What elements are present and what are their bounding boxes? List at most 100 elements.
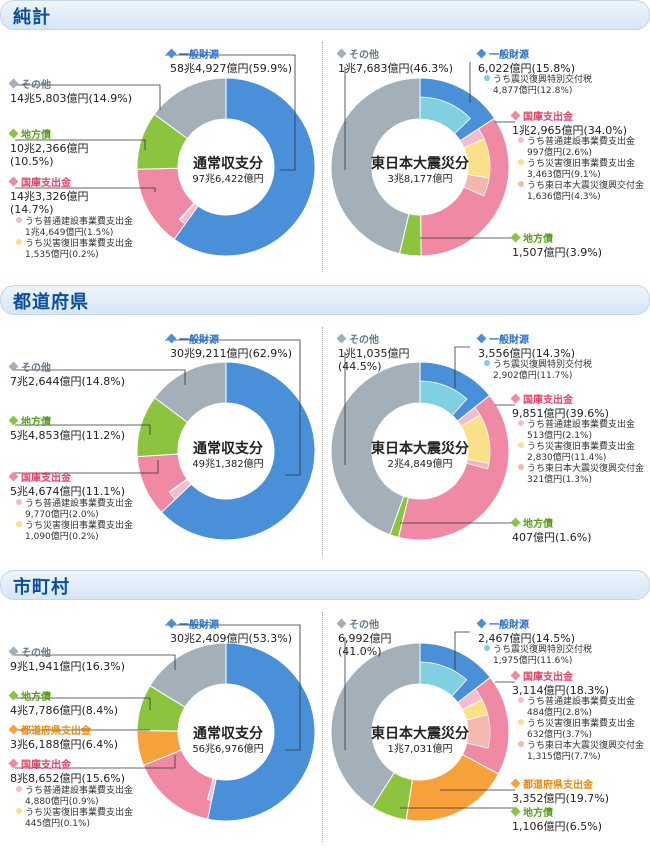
value-label: 1兆2,965億円(34.0%) xyxy=(512,124,628,137)
donut-center-label: 東日本大震災分 2兆4,849億円 xyxy=(365,440,475,471)
donut-slice xyxy=(160,361,316,541)
cat-label: 国庫支出金 xyxy=(21,178,71,189)
sub-value: 445億円(0.1%) xyxy=(25,819,91,829)
label-sonota-e: その他 1兆7,683億円(46.3%) xyxy=(336,48,453,75)
donut-slice xyxy=(153,361,227,424)
section-todofuken: 都道府県 一般財源 30兆9,211億円(62.9%) その他 7兆2,644億円(… xyxy=(0,285,650,568)
donut-slice xyxy=(330,361,421,536)
chart-svg xyxy=(15,339,515,541)
donut-sub-slice xyxy=(206,777,214,801)
label-ippan: 一般財源 30兆9,211億円(62.9%) xyxy=(166,333,292,360)
label-sonota: その他 9兆1,941億円(16.3%) xyxy=(8,646,125,673)
donut-slice xyxy=(330,642,421,808)
cat-label: 一般財源 xyxy=(489,335,529,346)
label-kokko-e: 国庫支出金 9,851億円(39.6%) うち普通建設事業費支出金 513億円(2.… xyxy=(510,393,644,486)
donut-chart-disaster xyxy=(330,361,510,541)
label-chihosai: 地方債 10兆2,366億円 (10.5%) xyxy=(8,128,89,168)
value-label: 9,851億円(39.6%) xyxy=(512,407,610,420)
chart-svg xyxy=(15,624,515,822)
section-title: 純計 xyxy=(13,7,51,28)
sub-value: 4,880億円(0.9%) xyxy=(25,797,99,807)
label-todofuken-e: 都道府県支出金 3,352億円(19.7%) xyxy=(510,778,610,805)
cat-label: 一般財源 xyxy=(489,620,529,631)
donut-chart-disaster xyxy=(330,642,510,822)
value-label: 1,106億円(6.5%) xyxy=(512,820,603,833)
value-label: (14.7%) xyxy=(10,203,54,216)
cat-label: その他 xyxy=(21,363,51,374)
cat-label: 都道府県支出金 xyxy=(523,780,593,791)
label-todofuken: 都道府県支出金 3兆6,188億円(6.4%) xyxy=(8,724,118,751)
center-title: 通常収支分 xyxy=(193,441,263,457)
donut-sub-slice xyxy=(168,478,188,494)
cat-label: 一般財源 xyxy=(179,50,219,61)
donut-slice xyxy=(153,77,227,140)
label-sonota-e: その他 6,992億円 (41.0%) xyxy=(336,618,392,658)
value-label: 1,507億円(3.9%) xyxy=(512,246,603,259)
value-label: 8兆8,652億円(15.6%) xyxy=(10,772,126,785)
value-label: 10兆2,366億円 xyxy=(10,142,89,155)
section-header: 都道府県 xyxy=(0,285,650,315)
center-value: 3兆8,177億円 xyxy=(387,174,453,185)
value-label: 5兆4,853億円(11.2%) xyxy=(10,429,126,442)
donut-hole xyxy=(179,120,273,214)
value-label: 4兆7,786億円(8.4%) xyxy=(10,704,119,717)
value-label: 3,352億円(19.7%) xyxy=(512,792,610,805)
cat-label: 一般財源 xyxy=(179,335,219,346)
cat-label: 都道府県支出金 xyxy=(21,726,91,737)
sub-value: 513億円(2.1%) xyxy=(527,431,593,441)
label-kokko-e: 国庫支出金 3,114億円(18.3%) うち普通建設事業費支出金 484億円(2.… xyxy=(510,670,644,763)
cat-label: その他 xyxy=(349,620,379,631)
value-label: 3,556億円(14.3%) xyxy=(478,347,576,360)
donut-chart-regular xyxy=(136,642,316,822)
label-chihosai: 地方債 5兆4,853億円(11.2%) xyxy=(8,415,126,442)
cat-label: 地方債 xyxy=(21,417,51,428)
sub-label: うち震災復興特別交付税 xyxy=(493,645,593,655)
value-label: 407億円(1.6%) xyxy=(512,531,592,544)
leader-lines xyxy=(15,339,515,524)
sub-value: 3,463億円(9.1%) xyxy=(527,170,601,180)
sub-value: 1,636億円(4.3%) xyxy=(527,192,601,202)
label-chihosai: 地方債 4兆7,786億円(8.4%) xyxy=(8,690,119,717)
donut-center-label: 通常収支分 49兆1,382億円 xyxy=(178,440,278,471)
label-chihosai-e: 地方債 1,507億円(3.9%) xyxy=(510,232,603,259)
value-label: 2,467億円(14.5%) xyxy=(478,632,576,645)
donut-hole xyxy=(373,685,467,779)
sub-value: 1,535億円(0.2%) xyxy=(25,250,99,260)
column-divider xyxy=(322,42,323,272)
label-chihosai-e: 地方債 407億円(1.6%) xyxy=(510,517,592,544)
sub-label: うち災害復旧事業費支出金 xyxy=(25,239,134,249)
donut-chart-disaster xyxy=(330,77,510,257)
leader-lines xyxy=(15,54,515,239)
value-label: 58兆4,927億円(59.9%) xyxy=(170,62,293,75)
section-header: 純計 xyxy=(0,0,650,30)
value-label: (10.5%) xyxy=(10,155,54,168)
column-divider xyxy=(322,327,323,557)
sub-label: うち普通建設事業費支出金 xyxy=(527,420,636,430)
center-title: 東日本大震災分 xyxy=(371,156,469,172)
value-label: 30兆2,409億円(53.3%) xyxy=(170,632,293,645)
donut-slice xyxy=(207,642,316,822)
sub-value: 4,877億円(12.8%) xyxy=(493,86,573,96)
sub-label: うち普通建設事業費支出金 xyxy=(527,697,636,707)
sub-value: 997億円(2.6%) xyxy=(527,148,593,158)
sub-label: うち災害復旧事業費支出金 xyxy=(527,442,636,452)
donut-chart-regular xyxy=(136,77,316,257)
donut-hole xyxy=(373,404,467,498)
cat-label: 一般財源 xyxy=(179,620,219,631)
donut-sub-slice xyxy=(463,174,490,197)
chart-svg xyxy=(15,54,515,257)
sub-value: 632億円(3.7%) xyxy=(527,730,593,740)
center-value: 2兆4,849億円 xyxy=(387,459,453,470)
cat-label: 地方債 xyxy=(523,234,553,245)
donut-hole xyxy=(179,404,273,498)
sub-value: 2,902億円(11.7%) xyxy=(493,371,573,381)
sub-value: 2,830億円(11.4%) xyxy=(527,453,607,463)
cat-label: その他 xyxy=(21,648,51,659)
sub-label: うち普通建設事業費支出金 xyxy=(25,786,134,796)
donut-sub-slice xyxy=(465,458,490,470)
label-sonota: その他 7兆2,644億円(14.8%) xyxy=(8,361,125,388)
cat-label: 地方債 xyxy=(21,130,51,141)
value-label: 14兆3,326億円 xyxy=(10,190,89,203)
label-ippan-e: 一般財源 2,467億円(14.5%) うち震災復興特別交付税 1,975億円(11… xyxy=(476,618,593,667)
sub-value: 1,315億円(7.7%) xyxy=(527,752,601,762)
